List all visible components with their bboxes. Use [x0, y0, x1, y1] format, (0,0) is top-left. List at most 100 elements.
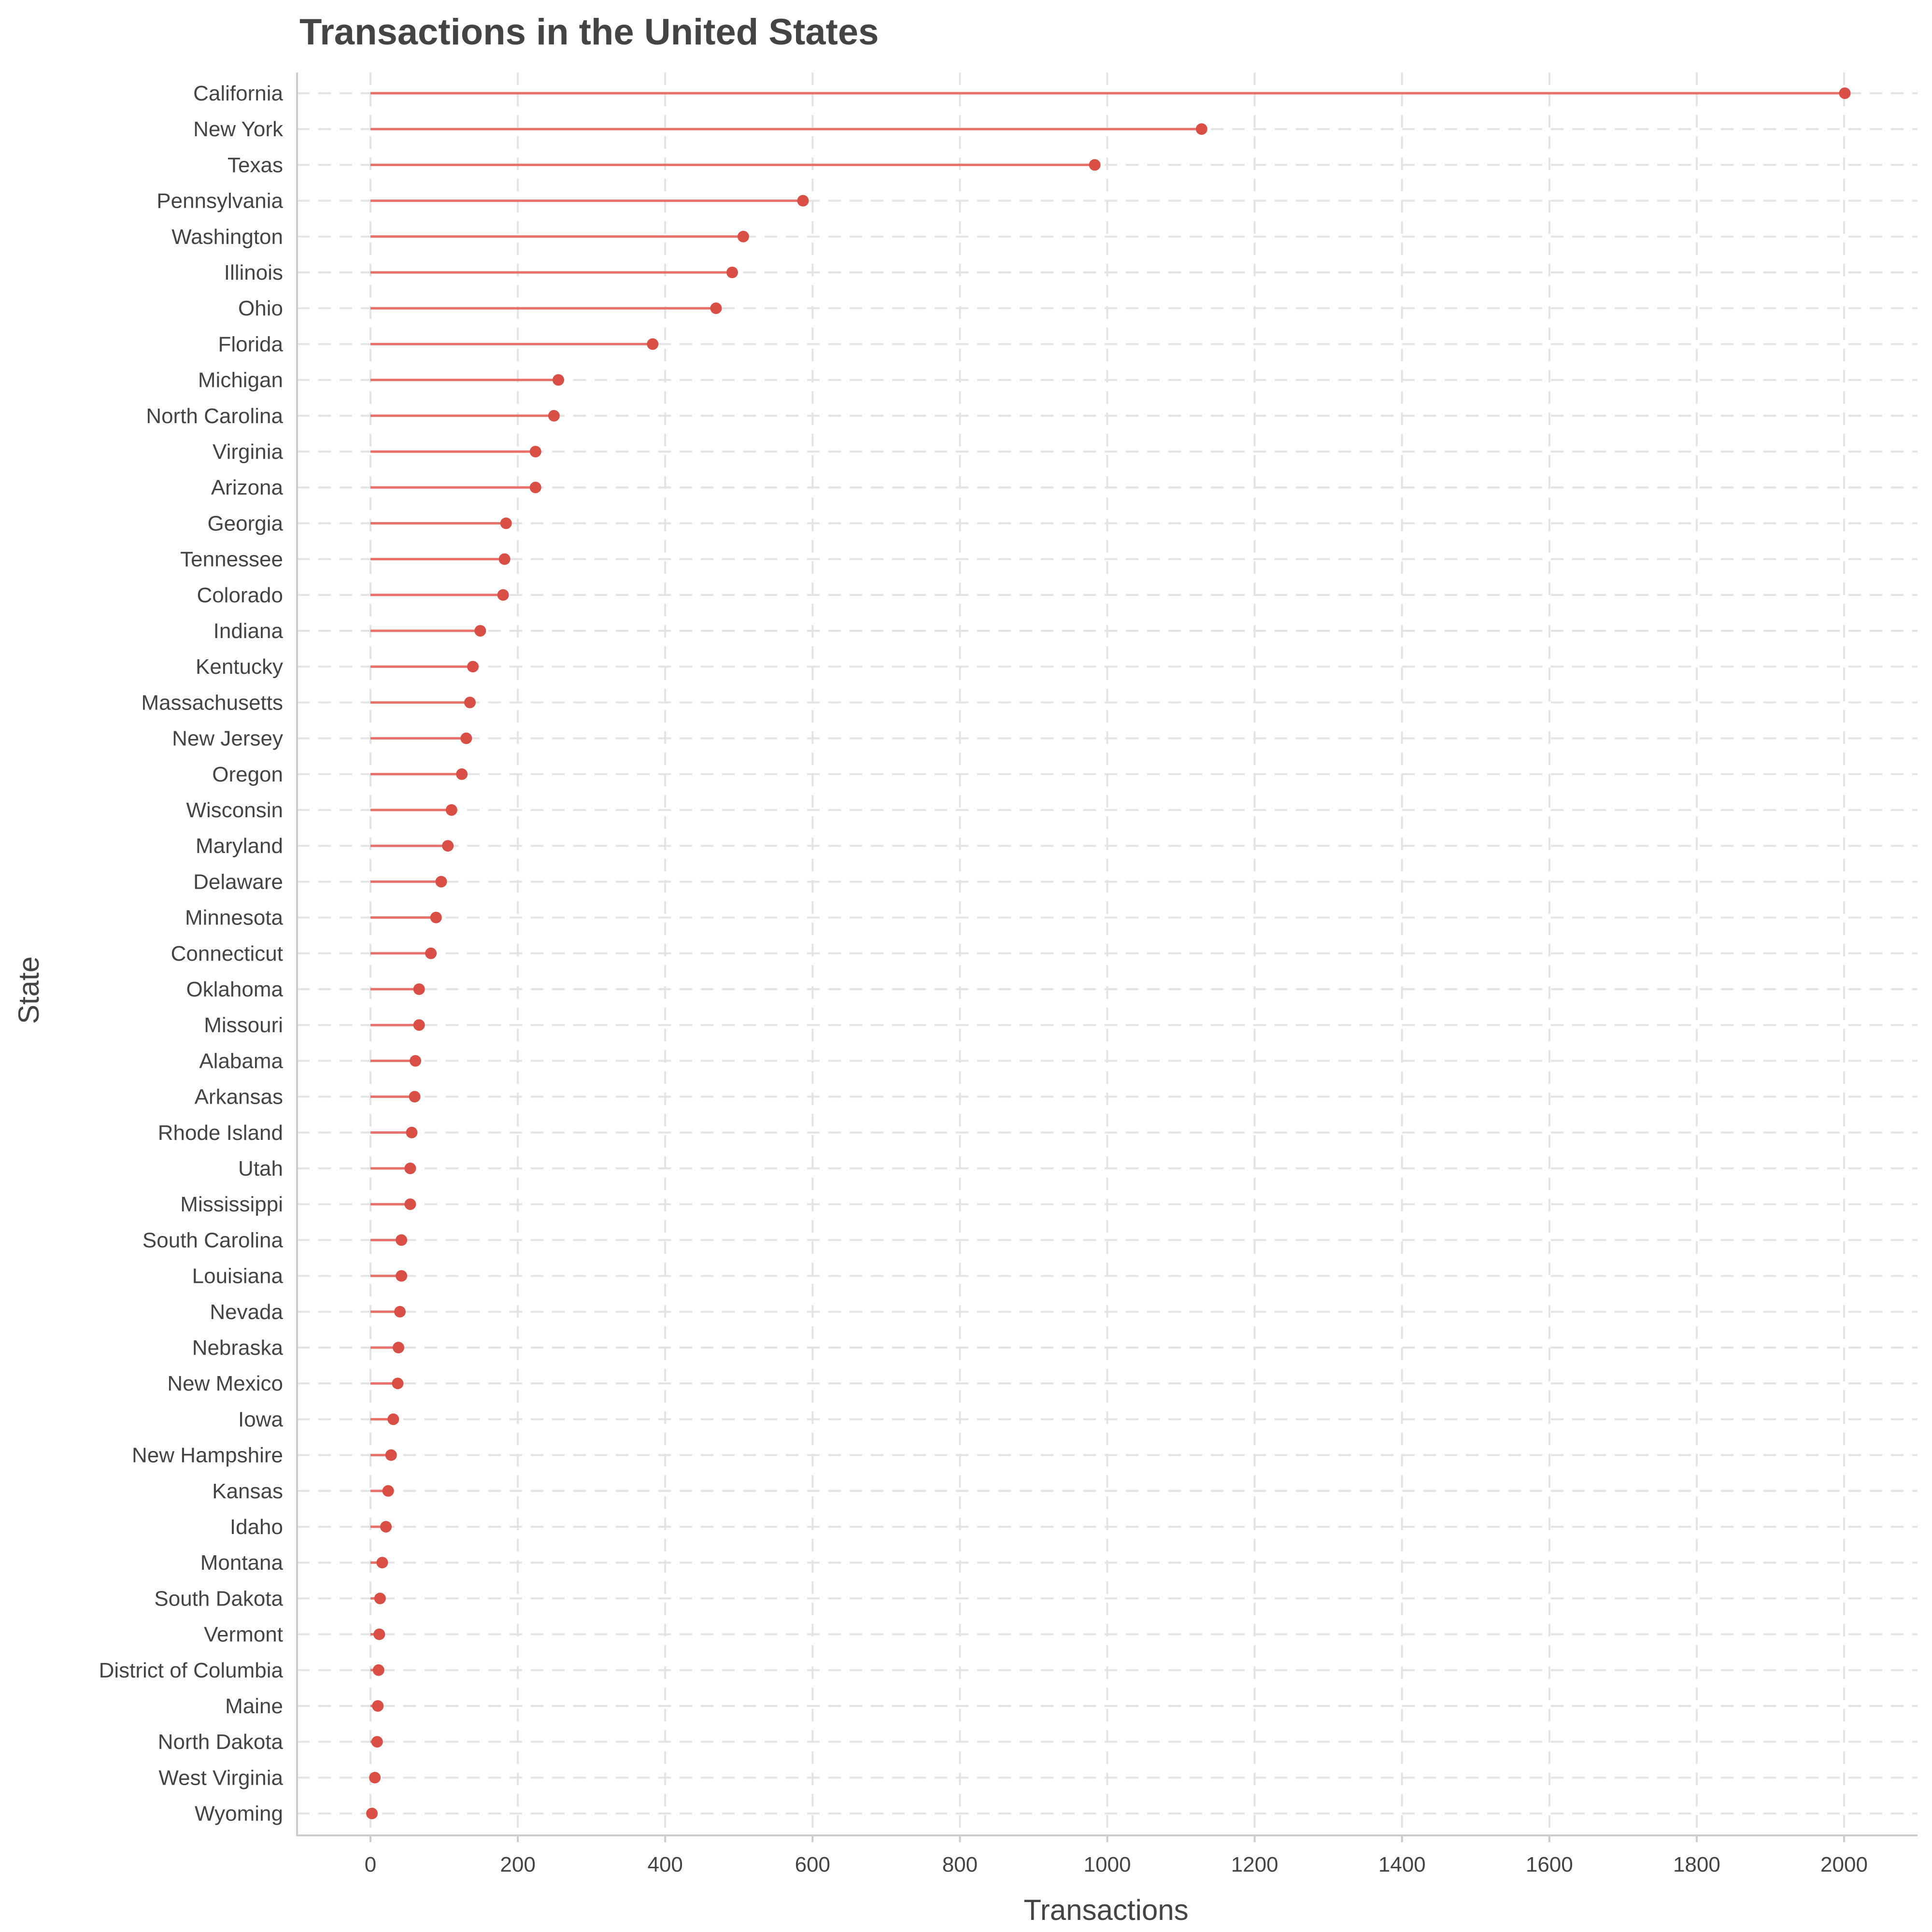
y-tick-label: Oklahoma	[186, 978, 283, 1001]
lollipop-point	[409, 1091, 421, 1103]
lollipop-point	[373, 1628, 385, 1640]
lollipop-point	[394, 1306, 406, 1318]
lollipop-point	[737, 230, 749, 242]
y-tick-label: Illinois	[224, 261, 283, 284]
y-tick-label: Louisiana	[192, 1264, 284, 1288]
y-tick-label: South Carolina	[142, 1228, 284, 1252]
lollipop-point	[413, 1019, 425, 1031]
lollipop-point	[529, 482, 541, 494]
y-tick-label: Minnesota	[185, 906, 284, 930]
lollipop-point	[376, 1557, 388, 1569]
lollipop-point	[385, 1449, 397, 1461]
y-tick-label: Virginia	[213, 440, 283, 464]
lollipop-point	[548, 410, 560, 422]
y-tick-label: Ohio	[238, 297, 283, 320]
y-tick-label: Mississippi	[180, 1193, 283, 1216]
y-tick-label: New Mexico	[167, 1372, 283, 1395]
lollipop-point	[467, 661, 479, 673]
lollipop-point	[371, 1736, 383, 1748]
lollipop-point	[445, 804, 457, 816]
grid-layer	[297, 72, 1918, 1835]
x-axis-title: Transactions	[1023, 1894, 1188, 1926]
y-tick-label: Missouri	[204, 1013, 283, 1037]
x-tick-label: 800	[942, 1853, 978, 1876]
lollipop-point	[410, 1055, 422, 1067]
y-tick-label: Idaho	[230, 1515, 283, 1539]
y-tick-label: Texas	[227, 153, 283, 177]
y-tick-label: Michigan	[198, 369, 283, 392]
y-tick-label: Tennessee	[180, 548, 283, 571]
y-tick-label: Alabama	[199, 1049, 283, 1073]
lollipop-point	[498, 553, 511, 565]
lollipop-point	[372, 1664, 384, 1676]
y-tick-label: Maryland	[196, 834, 283, 858]
lollipop-point	[435, 876, 447, 888]
y-tick-label: Kentucky	[196, 655, 283, 679]
x-tick-label: 1800	[1673, 1853, 1720, 1876]
y-tick-label: District of Columbia	[99, 1659, 284, 1682]
lollipop-point	[710, 302, 722, 314]
y-tick-label: Rhode Island	[158, 1121, 283, 1145]
y-tick-label: New Jersey	[172, 727, 283, 751]
lollipop-point	[406, 1126, 418, 1138]
lollipop-point	[404, 1198, 416, 1210]
y-tick-label: Colorado	[197, 583, 283, 607]
lollipop-point	[366, 1807, 378, 1819]
y-axis-title: State	[13, 956, 45, 1024]
lollipop-point	[413, 983, 425, 995]
y-tick-label: Vermont	[204, 1623, 283, 1647]
lollipop-point	[1089, 159, 1101, 171]
lollipop-point	[1839, 87, 1851, 99]
lollipop-point	[430, 911, 442, 923]
y-tick-label: Oregon	[212, 763, 283, 786]
lollipop-point	[380, 1521, 392, 1533]
y-tick-label: Nebraska	[192, 1336, 284, 1360]
lollipop-point	[553, 374, 565, 386]
y-tick-label: Georgia	[207, 511, 283, 535]
y-tick-label: California	[193, 82, 283, 105]
y-tick-label: Connecticut	[171, 942, 283, 966]
lollipop-point	[369, 1772, 381, 1784]
y-tick-label: Kansas	[212, 1479, 283, 1503]
lollipop-point	[497, 589, 509, 601]
lollipop-point	[404, 1163, 416, 1174]
lollipop-point	[425, 947, 437, 959]
y-tick-label: Florida	[218, 332, 284, 356]
lollipop-point	[460, 732, 472, 744]
lollipop-point	[1195, 123, 1208, 135]
lollipop-point	[464, 696, 476, 709]
x-tick-labels: 0 200 400 600 800 1000 1200 1400 1600 1800 2000	[365, 1853, 1868, 1876]
y-tick-label: Indiana	[213, 619, 284, 643]
lollipop-point	[372, 1700, 384, 1712]
y-tick-label: New Hampshire	[132, 1444, 283, 1467]
y-tick-label: New York	[193, 117, 284, 141]
lollipop-point	[392, 1378, 404, 1390]
y-tick-label: South Dakota	[154, 1587, 283, 1610]
y-tick-label: Pennsylvania	[156, 189, 283, 213]
y-tick-label: North Carolina	[146, 404, 283, 428]
dot-layer	[366, 87, 1851, 1819]
y-tick-label: West Virginia	[158, 1766, 283, 1790]
x-tick-label: 200	[500, 1853, 535, 1876]
lollipop-point	[387, 1413, 399, 1425]
lollipop-point	[726, 267, 739, 278]
x-tick-label: 400	[647, 1853, 682, 1876]
y-tick-label: Arizona	[211, 476, 284, 499]
x-tick-label: 2000	[1820, 1853, 1868, 1876]
x-tick-label: 1000	[1084, 1853, 1131, 1876]
lollipop-point	[396, 1270, 408, 1282]
x-tick-label: 1600	[1526, 1853, 1573, 1876]
y-tick-label: Wisconsin	[186, 798, 284, 822]
lollipop-point	[396, 1234, 408, 1246]
y-tick-label: Massachusetts	[142, 691, 283, 714]
lollipop-point	[382, 1485, 394, 1497]
y-tick-labels: California New York Texas Pennsylvania Washi…	[99, 82, 284, 1826]
x-tick-label: 1200	[1231, 1853, 1279, 1876]
lollipop-point	[797, 195, 809, 207]
y-tick-label: Wyoming	[195, 1802, 283, 1826]
lollipop-point	[529, 446, 541, 457]
y-tick-label: Delaware	[193, 870, 283, 894]
axis-layer	[296, 72, 1918, 1842]
